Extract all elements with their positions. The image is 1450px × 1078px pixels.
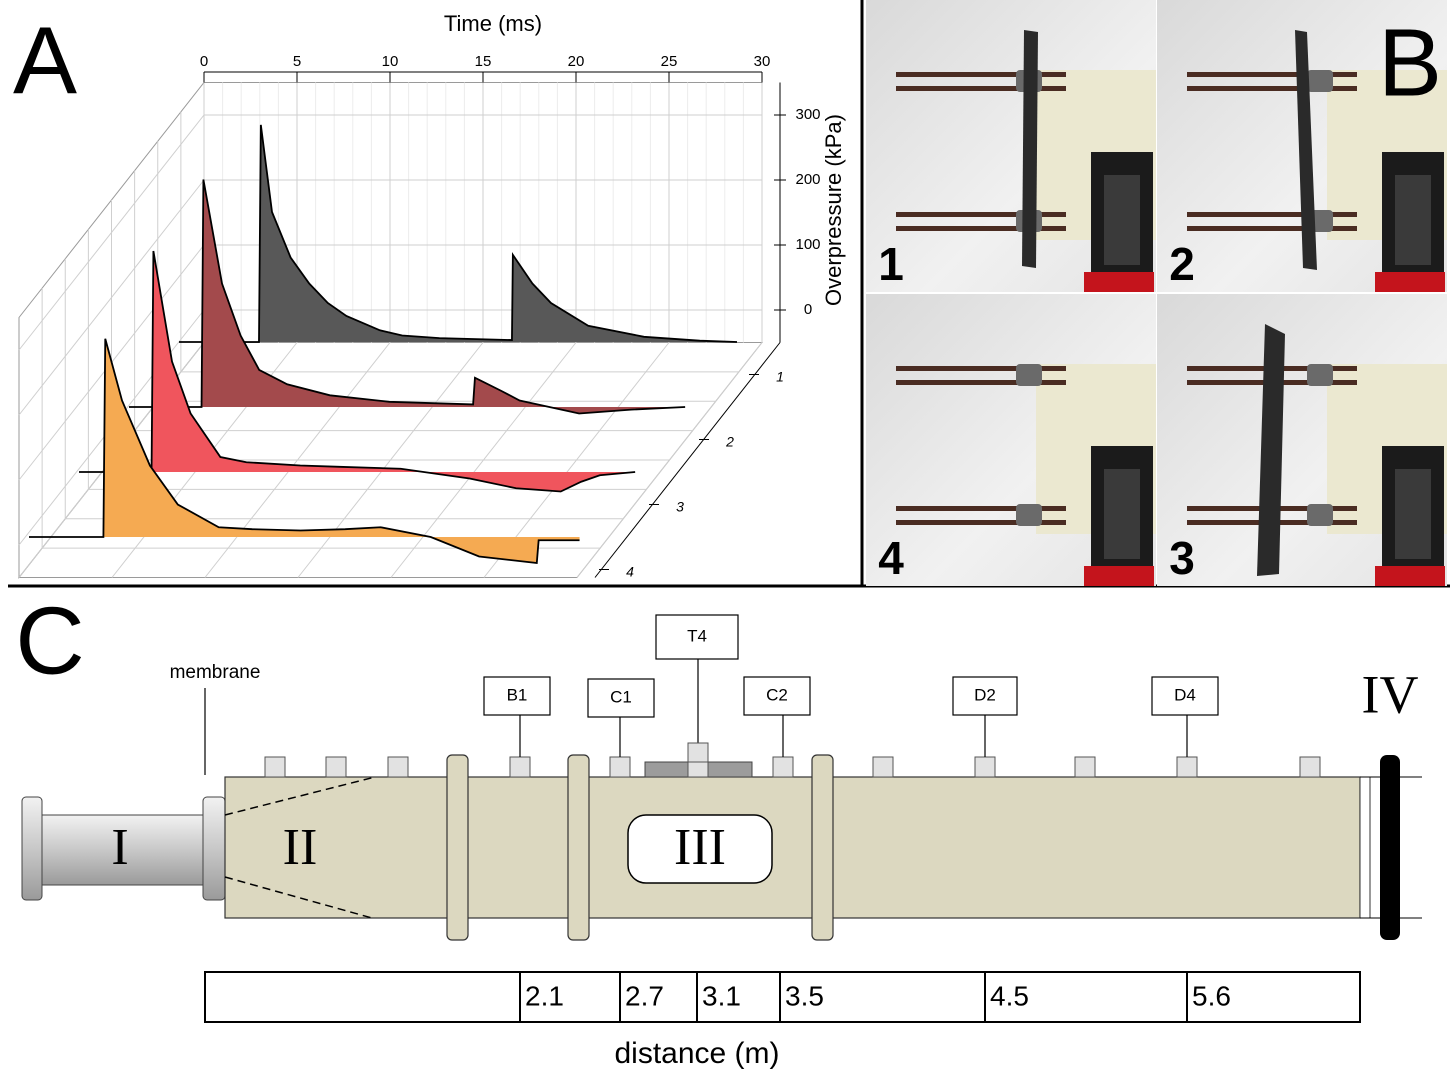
- sensor: [1177, 757, 1197, 777]
- nut: [1016, 364, 1042, 386]
- area: [129, 180, 685, 414]
- x-tick-label: 25: [661, 53, 678, 70]
- photo-label: 2: [1169, 238, 1195, 290]
- section-label: II: [283, 819, 318, 876]
- plate: [1022, 30, 1038, 268]
- area: [179, 125, 737, 342]
- photo-label: 1: [878, 238, 904, 290]
- x-tick-label: 10: [382, 53, 399, 70]
- y-tick-label: 100: [795, 236, 820, 253]
- panel-letter: B: [1378, 9, 1442, 116]
- distance-value: 3.1: [702, 980, 741, 1011]
- sensor-label: C1: [610, 687, 632, 706]
- distance-value: 2.1: [525, 980, 564, 1011]
- y-tick-label: 300: [795, 106, 820, 123]
- distance-value: 2.7: [625, 980, 664, 1011]
- x-tick-label: 0: [200, 53, 208, 70]
- sensor-label: T4: [687, 626, 707, 645]
- x-tick-label: 20: [568, 53, 585, 70]
- section-label: IV: [1362, 664, 1419, 724]
- panel-letter: C: [15, 587, 84, 694]
- bracket-inner: [1104, 175, 1140, 265]
- y-axis-title: Overpressure (kPa): [821, 114, 846, 306]
- photo-label: 3: [1169, 532, 1195, 584]
- sensor-label: D4: [1174, 685, 1196, 704]
- base: [1375, 566, 1445, 586]
- series-label: 3: [676, 499, 684, 515]
- x-axis-title: Time (ms): [444, 11, 542, 36]
- sensor-label: C2: [766, 685, 788, 704]
- flange: [203, 797, 225, 900]
- sensor: [510, 757, 530, 777]
- flange: [22, 797, 42, 900]
- y-tick-label: 0: [804, 301, 812, 318]
- figure: A Time (ms) Overpressure (kPa) 051015202…: [0, 0, 1450, 1078]
- bracket-inner: [1104, 469, 1140, 559]
- section-label: III: [674, 819, 726, 876]
- membrane-label: membrane: [170, 662, 261, 683]
- sensor: [326, 757, 346, 777]
- x-tick-label: 15: [475, 53, 492, 70]
- x-tick-label: 30: [754, 53, 771, 70]
- panel-letter: A: [13, 7, 77, 114]
- flange: [568, 755, 589, 940]
- distance-value: 5.6: [1192, 980, 1231, 1011]
- area: [79, 251, 635, 492]
- target: [1380, 755, 1400, 940]
- sensor: [388, 757, 408, 777]
- section-label: I: [111, 819, 128, 876]
- gap: [1360, 777, 1370, 918]
- nut: [1016, 504, 1042, 526]
- sensor-label: D2: [974, 685, 996, 704]
- sensor: [1300, 757, 1320, 777]
- base: [1084, 566, 1154, 586]
- bracket-inner: [1395, 469, 1431, 559]
- nut: [1307, 504, 1333, 526]
- sensor: [688, 743, 708, 762]
- sensor: [975, 757, 995, 777]
- series-label: 2: [725, 434, 734, 450]
- sensor: [610, 757, 630, 777]
- sensor-label: B1: [507, 685, 528, 704]
- series-label: 1: [776, 369, 784, 385]
- panel-b: 1 2 4 3 B: [866, 0, 1447, 586]
- base: [1375, 272, 1445, 292]
- distance-title: distance (m): [614, 1037, 779, 1070]
- flange: [812, 755, 833, 940]
- distance-value: 4.5: [990, 980, 1029, 1011]
- panel-c: C membrane I II III IV distance (m) B1 C1…: [15, 587, 1422, 1070]
- nut: [1307, 70, 1333, 92]
- flange: [447, 755, 468, 940]
- distance-value: 3.5: [785, 980, 824, 1011]
- sensor: [265, 757, 285, 777]
- bracket-inner: [1395, 175, 1431, 265]
- sensor: [873, 757, 893, 777]
- sensor: [1075, 757, 1095, 777]
- base: [1084, 272, 1154, 292]
- sensor: [773, 757, 793, 777]
- series-label: 4: [626, 564, 634, 580]
- y-tick-label: 200: [795, 171, 820, 188]
- nut: [1307, 364, 1333, 386]
- driven-tube: [225, 777, 1360, 918]
- photo-label: 4: [878, 532, 904, 584]
- x-tick-label: 5: [293, 53, 301, 70]
